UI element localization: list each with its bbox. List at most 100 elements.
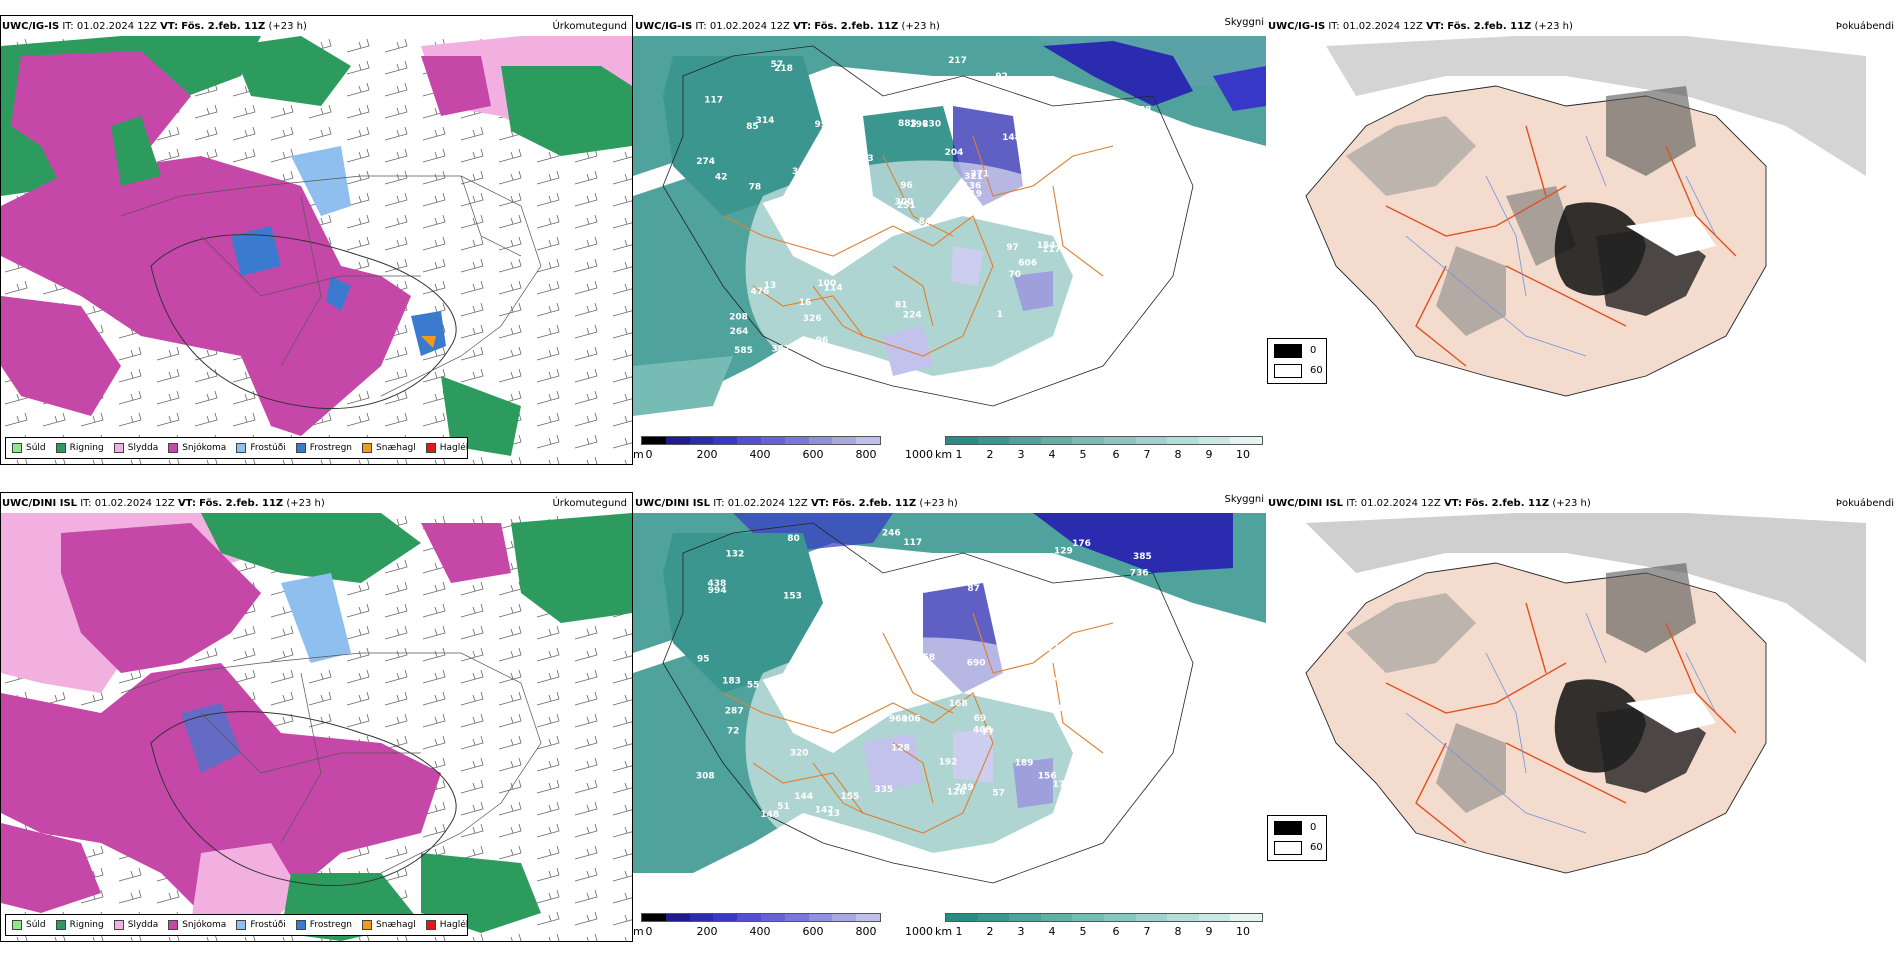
visibility-value-label: 189	[1015, 758, 1034, 768]
legend-swatch	[1274, 841, 1302, 855]
tick-label: 5	[1079, 925, 1087, 938]
visibility-value-label: 251	[897, 201, 916, 211]
tick-label: 600	[802, 448, 824, 461]
panel-header: UWC/IG-IS IT: 01.02.2024 12Z VT: Fös. 2.…	[1268, 21, 1573, 32]
visibility-value-label: 218	[774, 64, 793, 74]
legend-item: Haglél	[425, 443, 468, 453]
legend-item: Snæhagl	[362, 920, 416, 930]
visibility-value-label: 34	[792, 167, 805, 177]
visibility-value-label: 287	[725, 707, 744, 717]
visibility-value-label: 843	[919, 217, 938, 227]
colorbar-strip	[641, 436, 881, 445]
visibility-value-label: 132	[726, 550, 745, 560]
panel-header: UWC/DINI ISL IT: 01.02.2024 12Z VT: Fös.…	[635, 498, 958, 509]
visibility-value-label: 111	[1047, 644, 1066, 654]
visibility-value-label: 117	[1042, 245, 1061, 255]
visibility-value-label: 136	[963, 181, 982, 191]
precip-type-panel: UWC/IG-IS IT: 01.02.2024 12Z VT: Fös. 2.…	[0, 13, 633, 481]
visibility-value-label: 178	[1133, 106, 1152, 116]
tick-label: 4	[1048, 448, 1056, 461]
visibility-value-label: 606	[1018, 258, 1037, 268]
visibility-value-label: 100	[817, 279, 836, 289]
tick-label: 7	[1143, 448, 1151, 461]
tick-label: 6	[1112, 925, 1120, 938]
tick-label: 9	[1205, 448, 1213, 461]
legend-swatch	[1274, 344, 1302, 358]
precip-legend: Súld Rigning Slydda Snjókoma Frostúði Fr…	[5, 437, 468, 459]
visibility-value-label: 387	[771, 345, 790, 355]
tick-label: 400	[749, 448, 771, 461]
tick-label: 800	[855, 925, 877, 938]
visibility-value-label: 343	[1088, 340, 1107, 350]
visibility-value-label: 300	[895, 198, 914, 208]
legend-item: Rigning	[55, 443, 104, 453]
visibility-map: 95 117 127 385 438 81 55 87 72 176 258 234 246 994 153…	[633, 513, 1266, 893]
visibility-value-label: 246	[882, 529, 901, 539]
visibility-value-label: 57	[771, 60, 784, 70]
colorbar-strip	[945, 436, 1263, 445]
tick-label: 200	[696, 925, 718, 938]
tick-label: 8	[1174, 925, 1182, 938]
legend-item: Slydda	[113, 443, 158, 453]
visibility-value-label: 92	[995, 72, 1008, 82]
visibility-value-label: 267	[1148, 803, 1167, 813]
visibility-value-label: 70	[1009, 270, 1022, 280]
visibility-value-label: 405	[1045, 565, 1064, 575]
visibility-value-label: 230	[922, 120, 941, 130]
visibility-value-label: 320	[790, 749, 809, 759]
legend-item: Súld	[12, 920, 46, 930]
visibility-value-label: 476	[751, 287, 770, 297]
visibility-value-label: 208	[729, 313, 748, 323]
visibility-value-label: 81	[895, 301, 908, 311]
panel-title: Þokuábendi	[1835, 21, 1894, 32]
panel-header: UWC/DINI ISL IT: 01.02.2024 12Z VT: Fös.…	[1268, 498, 1591, 509]
visibility-value-label: 132	[1105, 128, 1124, 138]
visibility-value-label: 148	[760, 810, 779, 820]
visibility-value-label: 217	[948, 56, 967, 66]
map-frame	[0, 15, 633, 465]
map-frame	[0, 492, 633, 942]
visibility-value-label: 690	[967, 659, 986, 669]
visibility-value-label: 326	[803, 314, 822, 324]
legend-item: Snjókoma	[168, 443, 226, 453]
visibility-value-label: 144	[794, 792, 813, 802]
visibility-value-label: 196	[910, 120, 929, 130]
visibility-value-label: 87	[967, 584, 980, 594]
visibility-value-label: 249	[955, 783, 974, 793]
visibility-value-label: 13	[764, 281, 777, 291]
colorbar-unit: m	[633, 448, 644, 461]
precip-map	[1, 513, 632, 941]
visibility-value-label: 95	[697, 654, 710, 664]
tick-label: 9	[1205, 925, 1213, 938]
legend-item: Slydda	[113, 920, 158, 930]
legend-item: Snæhagl	[362, 443, 416, 453]
panel-title: Skyggni	[1224, 494, 1264, 505]
tick-label: 1000	[905, 925, 933, 938]
visibility-value-label: 851	[892, 636, 911, 646]
visibility-value-label: 51	[777, 802, 790, 812]
visibility-value-label: 96	[900, 181, 913, 191]
tick-label: 800	[855, 448, 877, 461]
tick-label: 10	[1236, 925, 1250, 938]
row-ig-is: UWC/IG-IS IT: 01.02.2024 12Z VT: Fös. 2.…	[0, 13, 1900, 481]
visibility-value-label: 57	[992, 789, 1005, 799]
visibility-value-label: 271	[970, 170, 989, 180]
colorbar-strip	[641, 913, 881, 922]
panel-title: Úrkomutegund	[552, 498, 627, 509]
visibility-value-label: 66	[809, 729, 822, 739]
visibility-value-label: 343	[819, 608, 838, 618]
colorbar-unit: m	[633, 925, 644, 938]
visibility-value-label: 550	[1001, 655, 1020, 665]
fog-legend: 0 60	[1267, 815, 1327, 861]
visibility-value-label: 54	[904, 657, 917, 667]
panel-header: UWC/DINI ISL IT: 01.02.2024 12Z VT: Fös.…	[2, 498, 325, 509]
visibility-value-label: 274	[696, 157, 715, 167]
visibility-value-label: 172	[951, 195, 970, 205]
visibility-value-label: 95	[815, 120, 828, 130]
tick-label: 6	[1112, 448, 1120, 461]
tick-label: 8	[1174, 448, 1182, 461]
visibility-value-label: 321	[964, 172, 983, 182]
tick-label: 3	[1017, 925, 1025, 938]
precip-type-panel: UWC/DINI ISL IT: 01.02.2024 12Z VT: Fös.…	[0, 490, 633, 958]
legend-item: Frostregn	[295, 920, 352, 930]
